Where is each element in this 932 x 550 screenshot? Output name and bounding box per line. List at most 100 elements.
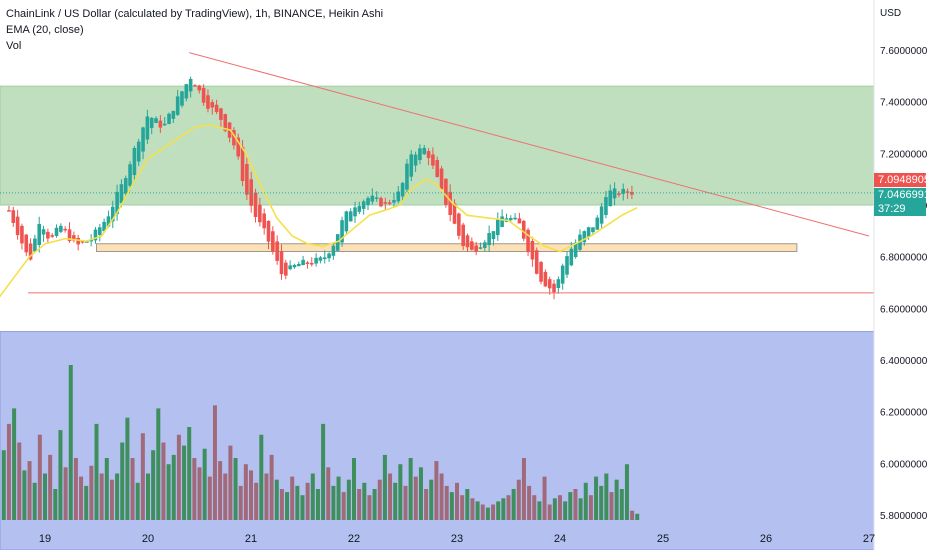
candle-body bbox=[560, 265, 565, 284]
candle-body bbox=[24, 234, 29, 253]
volume-bar bbox=[614, 479, 619, 520]
ema-line bbox=[0, 124, 638, 298]
candle-body bbox=[344, 211, 349, 232]
volume-bar bbox=[12, 408, 17, 520]
volume-bar bbox=[362, 482, 367, 520]
volume-bar bbox=[573, 489, 578, 520]
candle-body bbox=[565, 256, 569, 275]
volume-bar bbox=[588, 495, 593, 520]
candle-body bbox=[383, 202, 388, 204]
candle-body bbox=[608, 190, 613, 207]
date-tick-label: 27 bbox=[863, 533, 875, 545]
volume-bar bbox=[192, 458, 197, 520]
volume-bar bbox=[161, 442, 166, 520]
volume-bar bbox=[583, 482, 588, 520]
ema-indicator-label[interactable]: EMA (20, close) bbox=[6, 24, 84, 36]
candle-body bbox=[573, 242, 578, 258]
volume-bar bbox=[58, 430, 63, 520]
date-tick-label: 19 bbox=[39, 533, 51, 545]
candle-body bbox=[556, 279, 561, 289]
candle-body bbox=[305, 262, 310, 264]
volume-bar bbox=[48, 454, 53, 520]
price-tick-label: 6.6000000 bbox=[880, 304, 928, 315]
volume-bar bbox=[516, 479, 521, 520]
candle-body bbox=[201, 87, 206, 103]
volume-bar bbox=[89, 465, 94, 520]
candle-body bbox=[439, 168, 444, 190]
candle-body bbox=[80, 241, 85, 243]
volume-bar bbox=[269, 454, 274, 520]
volume-bar bbox=[223, 473, 228, 520]
volume-bar bbox=[99, 473, 104, 520]
candle-body bbox=[521, 220, 526, 239]
candle-body bbox=[457, 213, 461, 236]
candle-body bbox=[495, 218, 500, 236]
date-tick-label: 23 bbox=[451, 533, 463, 545]
currency-label: USD bbox=[880, 8, 901, 19]
volume-bar bbox=[285, 492, 290, 520]
candle-body bbox=[210, 102, 215, 108]
volume-bar bbox=[115, 473, 120, 520]
candle-body bbox=[322, 257, 327, 260]
candle-body bbox=[335, 234, 340, 251]
candle-body bbox=[37, 224, 42, 246]
volume-bar bbox=[135, 482, 140, 520]
volume-bar bbox=[418, 467, 423, 520]
price-tick-label: 7.4000000 bbox=[880, 98, 928, 109]
volume-bar bbox=[609, 492, 614, 520]
volume-bar bbox=[326, 467, 331, 520]
volume-bar bbox=[305, 482, 310, 520]
candle-body bbox=[175, 96, 180, 115]
candle-body bbox=[534, 250, 539, 274]
volume-bar bbox=[274, 479, 279, 520]
candle-body bbox=[357, 205, 362, 212]
price-tick-label: 6.8000000 bbox=[880, 253, 928, 264]
symbol-title[interactable]: ChainLink / US Dollar (calculated by Tra… bbox=[6, 8, 384, 20]
date-tick-label: 20 bbox=[142, 533, 154, 545]
volume-indicator-label[interactable]: Vol bbox=[6, 40, 22, 52]
volume-bar bbox=[624, 464, 629, 520]
candle-body bbox=[54, 227, 59, 236]
candle-body bbox=[206, 95, 210, 109]
volume-bar bbox=[455, 482, 459, 520]
volume-bar bbox=[413, 476, 418, 520]
volume-bar bbox=[537, 501, 542, 520]
candle-body bbox=[20, 225, 24, 244]
volume-bar bbox=[563, 501, 568, 520]
volume-bar bbox=[449, 492, 454, 520]
volume-bar bbox=[434, 461, 439, 520]
candle-body bbox=[374, 197, 379, 199]
candle-body bbox=[193, 85, 197, 87]
candle-body bbox=[7, 210, 11, 212]
candle-body bbox=[149, 117, 154, 128]
candle-body bbox=[353, 207, 357, 217]
candle-body bbox=[418, 148, 422, 161]
candle-body bbox=[612, 188, 617, 199]
candle-body bbox=[33, 238, 37, 252]
volume-bar bbox=[166, 464, 171, 520]
price-tick-label: 7.2000000 bbox=[880, 149, 928, 160]
volume-bar bbox=[393, 482, 398, 520]
candle-body bbox=[625, 191, 630, 193]
candle-body bbox=[154, 118, 158, 123]
candle-body bbox=[197, 85, 202, 91]
candle-body bbox=[478, 247, 483, 249]
candle-body bbox=[223, 114, 228, 131]
volume-bar bbox=[408, 458, 413, 520]
candle-body bbox=[461, 224, 465, 247]
volume-bar bbox=[238, 485, 243, 520]
volume-bar bbox=[341, 492, 346, 520]
candle-body bbox=[474, 245, 478, 252]
volume-bar bbox=[568, 492, 573, 520]
volume-bar bbox=[63, 467, 68, 520]
volume-bar bbox=[388, 473, 393, 520]
volume-bar bbox=[635, 513, 640, 520]
candle-body bbox=[106, 216, 111, 227]
candle-body bbox=[348, 211, 353, 222]
candle-body bbox=[582, 231, 587, 243]
candle-body bbox=[547, 279, 552, 289]
volume-bar bbox=[43, 473, 47, 520]
volume-bar bbox=[604, 473, 609, 520]
candle-body bbox=[487, 233, 491, 246]
